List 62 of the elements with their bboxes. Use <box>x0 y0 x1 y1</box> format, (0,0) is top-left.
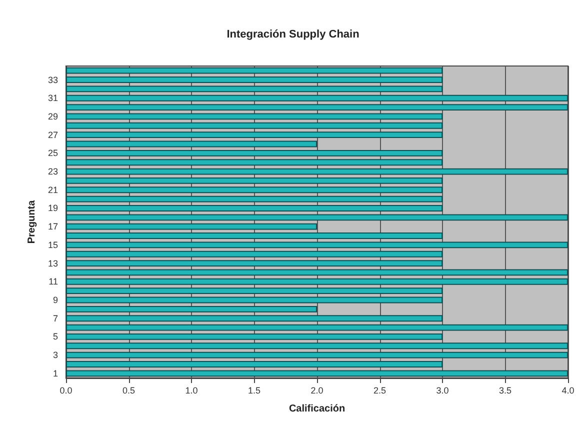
x-tick-label: 2.0 <box>310 386 324 396</box>
y-tick-label: 27 <box>48 130 58 140</box>
bar <box>66 269 568 276</box>
bar <box>66 223 317 230</box>
bar <box>66 306 317 312</box>
bar <box>66 288 442 294</box>
bar <box>66 361 442 368</box>
y-tick-label: 11 <box>48 276 58 287</box>
chart-title: Integración Supply Chain <box>226 28 360 40</box>
x-tick-label: 1.0 <box>185 386 198 396</box>
bar <box>66 214 568 221</box>
bar <box>66 186 442 194</box>
y-tick-label: 31 <box>48 93 58 104</box>
y-tick-label: 21 <box>48 184 58 195</box>
bar <box>66 132 442 138</box>
x-tick-label: 0.5 <box>122 386 136 396</box>
y-axis-title: Pregunta <box>26 200 38 244</box>
y-tick-label: 7 <box>52 313 58 324</box>
bar <box>66 260 442 267</box>
bar <box>66 76 442 83</box>
bar <box>66 86 442 92</box>
y-tick-label: 25 <box>48 148 58 158</box>
bar <box>66 352 568 358</box>
y-tick-label: 29 <box>48 111 58 122</box>
bar <box>66 205 442 212</box>
bar <box>66 315 442 322</box>
x-tick-label: 4.0 <box>562 386 574 396</box>
bar <box>66 232 442 239</box>
y-tick-label: 17 <box>48 222 58 232</box>
x-axis-title: Calificación <box>288 404 346 414</box>
bar <box>66 324 568 331</box>
y-tick-label: 19 <box>48 203 58 214</box>
bar <box>66 168 568 175</box>
y-tick-label: 33 <box>48 74 58 85</box>
x-tick-label: 3.0 <box>436 386 449 396</box>
bar <box>66 113 442 120</box>
bar <box>66 278 568 285</box>
y-tick-label: 13 <box>48 258 58 268</box>
bar <box>66 67 442 74</box>
y-tick-label: 3 <box>52 350 58 360</box>
y-tick-label: 1 <box>52 368 58 378</box>
x-tick-label: 3.5 <box>498 386 512 396</box>
y-tick-label: 5 <box>52 332 58 342</box>
bar <box>66 333 442 340</box>
bar <box>66 342 568 350</box>
bar <box>66 94 568 102</box>
bar <box>66 104 568 111</box>
bar <box>66 140 317 148</box>
bar <box>66 122 442 129</box>
x-tick-label: 0.0 <box>60 386 72 396</box>
bar <box>66 150 442 156</box>
x-tick-label: 1.5 <box>248 386 261 396</box>
bar <box>66 250 442 258</box>
bar <box>66 159 442 166</box>
y-tick-label: 15 <box>48 240 58 250</box>
y-tick-label: 9 <box>52 295 58 305</box>
bar <box>66 242 568 248</box>
bar <box>66 196 442 202</box>
x-tick-label: 2.5 <box>373 386 386 396</box>
bar <box>66 296 442 304</box>
y-tick-label: 23 <box>48 166 58 177</box>
bar <box>66 177 442 184</box>
